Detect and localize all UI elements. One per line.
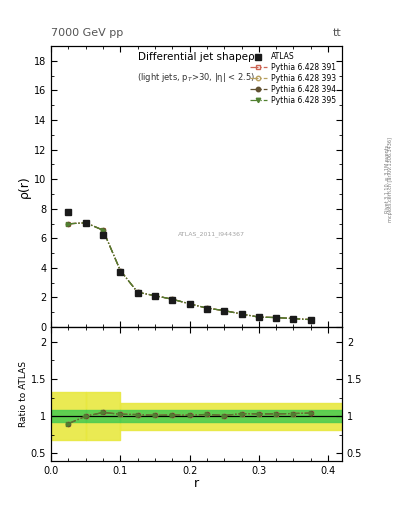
Pythia 6.428 395 <box>291 315 296 322</box>
Pythia 6.428 393 <box>101 227 105 233</box>
Pythia 6.428 393 <box>309 316 313 323</box>
ATLAS <box>274 315 279 321</box>
Line: Pythia 6.428 395: Pythia 6.428 395 <box>66 221 313 322</box>
ATLAS <box>257 314 261 321</box>
Text: Rivet 3.1.10, ≥ 3.1M events: Rivet 3.1.10, ≥ 3.1M events <box>385 145 390 214</box>
Pythia 6.428 391 <box>118 267 123 273</box>
Pythia 6.428 395 <box>239 311 244 317</box>
Pythia 6.428 391 <box>239 311 244 317</box>
ATLAS <box>170 296 174 303</box>
Y-axis label: ρ(r): ρ(r) <box>18 175 31 198</box>
Pythia 6.428 391 <box>309 316 313 323</box>
Pythia 6.428 395 <box>187 301 192 307</box>
Pythia 6.428 393 <box>274 314 279 321</box>
Legend: ATLAS, Pythia 6.428 391, Pythia 6.428 393, Pythia 6.428 394, Pythia 6.428 395: ATLAS, Pythia 6.428 391, Pythia 6.428 39… <box>248 50 338 107</box>
Pythia 6.428 391 <box>170 296 174 302</box>
Pythia 6.428 394 <box>101 227 105 233</box>
Pythia 6.428 395 <box>170 296 174 302</box>
Pythia 6.428 391 <box>135 289 140 295</box>
Text: ATLAS_2011_I944367: ATLAS_2011_I944367 <box>178 231 244 237</box>
ATLAS <box>187 301 192 307</box>
Y-axis label: Ratio to ATLAS: Ratio to ATLAS <box>19 361 28 427</box>
Pythia 6.428 395 <box>204 305 209 311</box>
ATLAS <box>135 290 140 296</box>
Pythia 6.428 395 <box>83 220 88 226</box>
Pythia 6.428 395 <box>152 292 157 298</box>
Pythia 6.428 395 <box>309 316 313 323</box>
Pythia 6.428 391 <box>222 308 226 314</box>
Text: mcplots.cern.ch [arXiv:1306.3436]: mcplots.cern.ch [arXiv:1306.3436] <box>387 137 393 222</box>
Pythia 6.428 391 <box>274 314 279 321</box>
ATLAS <box>66 209 71 216</box>
Pythia 6.428 393 <box>187 301 192 307</box>
ATLAS <box>291 316 296 322</box>
Pythia 6.428 393 <box>83 220 88 226</box>
Pythia 6.428 391 <box>187 301 192 307</box>
Pythia 6.428 393 <box>170 296 174 302</box>
Pythia 6.428 391 <box>257 314 261 320</box>
Pythia 6.428 391 <box>101 227 105 233</box>
Pythia 6.428 394 <box>204 305 209 311</box>
Pythia 6.428 394 <box>274 314 279 321</box>
Pythia 6.428 394 <box>83 220 88 226</box>
Pythia 6.428 394 <box>222 308 226 314</box>
Pythia 6.428 394 <box>257 314 261 320</box>
Text: Differential jet shapeρ: Differential jet shapeρ <box>138 52 255 62</box>
Pythia 6.428 393 <box>291 315 296 322</box>
Pythia 6.428 395 <box>274 314 279 321</box>
ATLAS <box>204 306 209 312</box>
Pythia 6.428 394 <box>170 296 174 302</box>
Pythia 6.428 391 <box>83 220 88 226</box>
Pythia 6.428 394 <box>66 221 71 227</box>
ATLAS <box>101 231 105 238</box>
Pythia 6.428 395 <box>66 221 71 227</box>
Pythia 6.428 391 <box>66 221 71 227</box>
ATLAS <box>222 308 226 314</box>
Pythia 6.428 393 <box>222 308 226 314</box>
Pythia 6.428 394 <box>309 316 313 323</box>
Pythia 6.428 395 <box>257 314 261 320</box>
ATLAS <box>152 293 157 299</box>
Pythia 6.428 393 <box>66 221 71 227</box>
Line: ATLAS: ATLAS <box>65 209 314 324</box>
Pythia 6.428 394 <box>152 292 157 298</box>
Pythia 6.428 393 <box>204 305 209 311</box>
Line: Pythia 6.428 394: Pythia 6.428 394 <box>66 221 313 322</box>
ATLAS <box>239 311 244 317</box>
Pythia 6.428 391 <box>291 315 296 322</box>
Line: Pythia 6.428 393: Pythia 6.428 393 <box>66 221 313 322</box>
ATLAS <box>309 317 313 323</box>
Text: 7000 GeV pp: 7000 GeV pp <box>51 28 123 38</box>
ATLAS <box>118 269 123 275</box>
Pythia 6.428 393 <box>118 267 123 273</box>
Pythia 6.428 394 <box>135 289 140 295</box>
Pythia 6.428 393 <box>239 311 244 317</box>
Pythia 6.428 391 <box>204 305 209 311</box>
Pythia 6.428 395 <box>135 289 140 295</box>
Text: (light jets, p$_T$>30, |η| < 2.5): (light jets, p$_T$>30, |η| < 2.5) <box>137 71 256 84</box>
Pythia 6.428 395 <box>118 267 123 273</box>
Pythia 6.428 394 <box>118 267 123 273</box>
ATLAS <box>83 220 88 226</box>
Pythia 6.428 391 <box>152 292 157 298</box>
Pythia 6.428 394 <box>291 315 296 322</box>
Pythia 6.428 395 <box>101 227 105 233</box>
Pythia 6.428 394 <box>187 301 192 307</box>
Pythia 6.428 393 <box>152 292 157 298</box>
Line: Pythia 6.428 391: Pythia 6.428 391 <box>66 221 313 322</box>
Pythia 6.428 393 <box>257 314 261 320</box>
X-axis label: r: r <box>194 477 199 490</box>
Text: tt: tt <box>333 28 342 38</box>
Pythia 6.428 394 <box>239 311 244 317</box>
Pythia 6.428 395 <box>222 308 226 314</box>
Pythia 6.428 393 <box>135 289 140 295</box>
